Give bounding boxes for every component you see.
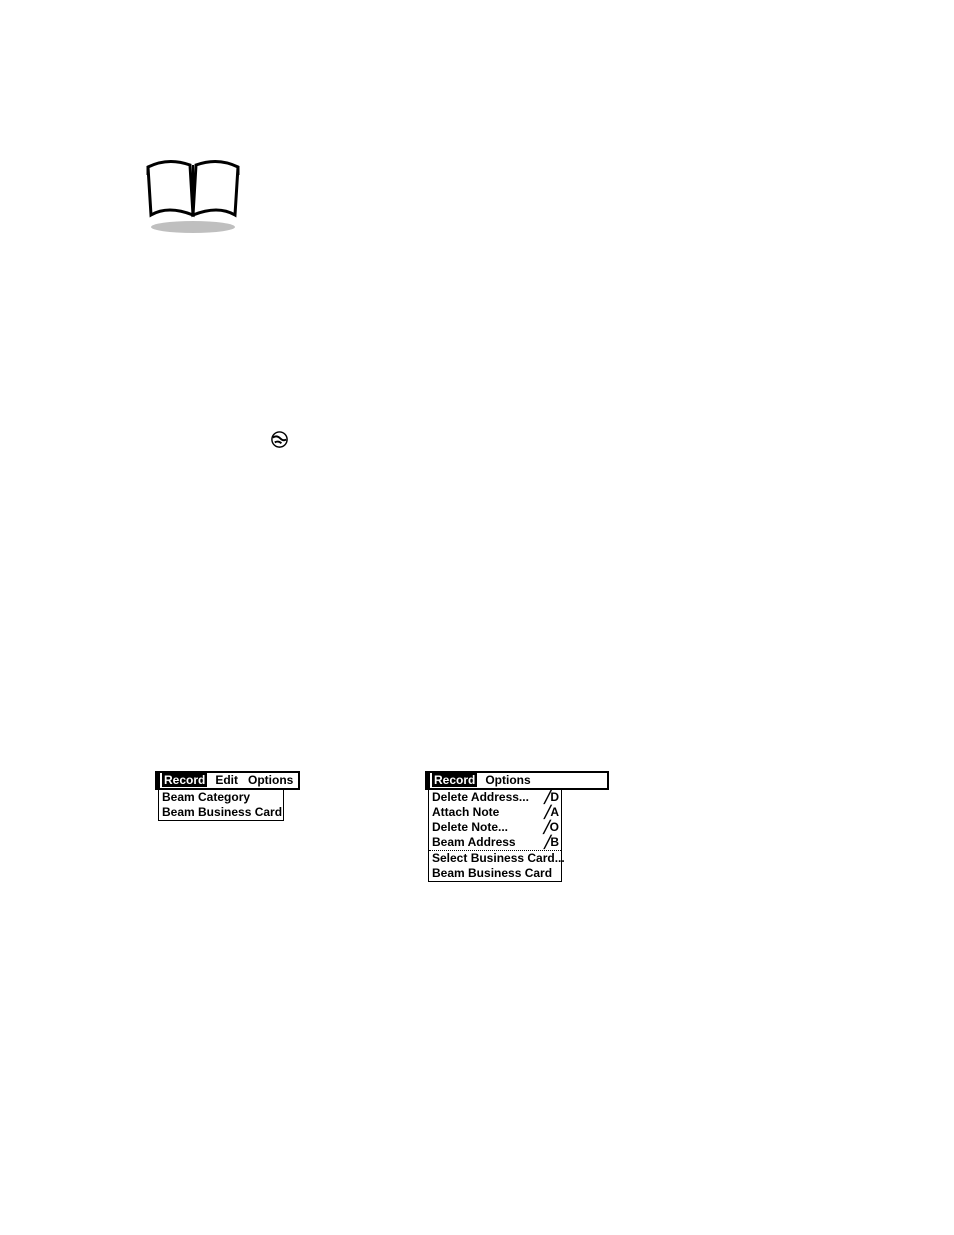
menu-item[interactable]: Beam Business Card bbox=[429, 866, 561, 881]
menu-item[interactable]: Beam Address ╱B bbox=[429, 835, 561, 850]
menu-record[interactable]: Record bbox=[162, 773, 207, 787]
menu-item[interactable]: Beam Business Card bbox=[159, 805, 283, 820]
shortcut: ╱O bbox=[543, 820, 558, 835]
menu-addressview: Record Options Delete Address... ╱D Atta… bbox=[425, 771, 609, 882]
shortcut: ╱D bbox=[544, 790, 558, 805]
book-icon bbox=[138, 155, 248, 235]
dropdown: Beam Category Beam Business Card bbox=[158, 790, 284, 821]
menubar: Record Options bbox=[425, 771, 609, 790]
shortcut: ╱A bbox=[544, 805, 558, 820]
menu-edit[interactable]: Edit bbox=[213, 773, 240, 787]
menu-item[interactable]: Attach Note ╱A bbox=[429, 805, 561, 820]
globe-icon bbox=[270, 430, 289, 449]
page: Record Edit Options Beam Category Beam B… bbox=[0, 0, 954, 1235]
menu-item[interactable]: Beam Category bbox=[159, 790, 283, 805]
menu-item[interactable]: Delete Note... ╱O bbox=[429, 820, 561, 835]
shortcut: ╱B bbox=[544, 835, 558, 850]
menu-options[interactable]: Options bbox=[483, 773, 532, 787]
menu-record[interactable]: Record bbox=[432, 773, 477, 787]
menu-item[interactable]: Delete Address... ╱D bbox=[429, 790, 561, 805]
dropdown: Delete Address... ╱D Attach Note ╱A Dele… bbox=[428, 790, 562, 882]
menu-item[interactable]: Select Business Card... bbox=[429, 851, 561, 866]
menu-listview: Record Edit Options Beam Category Beam B… bbox=[155, 771, 300, 821]
menu-options[interactable]: Options bbox=[246, 773, 295, 787]
menubar: Record Edit Options bbox=[155, 771, 300, 790]
